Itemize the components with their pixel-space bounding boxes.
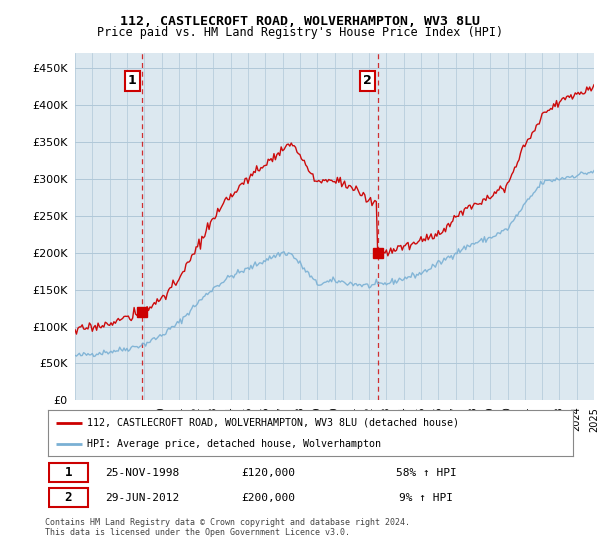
Text: 2: 2	[363, 74, 372, 87]
Text: Price paid vs. HM Land Registry's House Price Index (HPI): Price paid vs. HM Land Registry's House …	[97, 26, 503, 39]
Text: 1: 1	[128, 74, 136, 87]
Text: £200,000: £200,000	[241, 493, 296, 502]
Text: £120,000: £120,000	[241, 468, 296, 478]
FancyBboxPatch shape	[49, 488, 88, 507]
FancyBboxPatch shape	[49, 463, 88, 483]
Text: 2: 2	[65, 491, 72, 504]
Text: 112, CASTLECROFT ROAD, WOLVERHAMPTON, WV3 8LU: 112, CASTLECROFT ROAD, WOLVERHAMPTON, WV…	[120, 15, 480, 27]
Text: 9% ↑ HPI: 9% ↑ HPI	[399, 493, 453, 502]
Text: 1: 1	[65, 466, 72, 479]
Text: 25-NOV-1998: 25-NOV-1998	[106, 468, 179, 478]
Text: 112, CASTLECROFT ROAD, WOLVERHAMPTON, WV3 8LU (detached house): 112, CASTLECROFT ROAD, WOLVERHAMPTON, WV…	[88, 418, 460, 428]
Text: HPI: Average price, detached house, Wolverhampton: HPI: Average price, detached house, Wolv…	[88, 438, 382, 449]
Text: 29-JUN-2012: 29-JUN-2012	[106, 493, 179, 502]
Text: 58% ↑ HPI: 58% ↑ HPI	[395, 468, 457, 478]
Text: Contains HM Land Registry data © Crown copyright and database right 2024.
This d: Contains HM Land Registry data © Crown c…	[45, 518, 410, 538]
